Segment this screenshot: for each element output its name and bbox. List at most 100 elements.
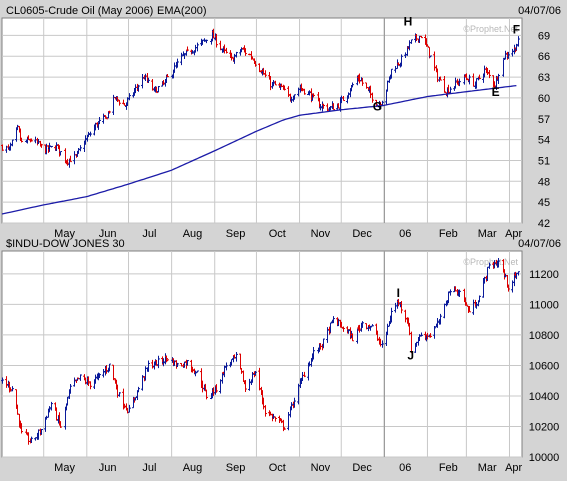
dow-jones-watermark: ©Prophet.Net <box>463 257 518 267</box>
bot-price-bar <box>69 384 72 394</box>
bot-price-bar <box>369 325 372 331</box>
top-x-tick-11: Apr <box>505 228 522 240</box>
dow-jones-price-bars <box>1 257 520 445</box>
bot-price-bar <box>254 370 257 376</box>
bot-y-tick-10400: 10400 <box>529 391 560 403</box>
top-x-tick-9: Feb <box>439 228 458 240</box>
bot-price-bar <box>183 361 186 368</box>
bot-price-bar <box>225 362 228 371</box>
top-price-bar <box>27 135 30 141</box>
bot-x-tick-11: Apr <box>505 462 522 474</box>
dow-jones-x-ticks: May Jun Jul Aug Sep Oct Nov Dec 06 Feb Mar Apr <box>54 462 522 474</box>
bot-price-bar <box>73 377 76 387</box>
bot-price-bar <box>322 338 325 349</box>
bot-price-bar <box>376 330 379 341</box>
top-price-bar <box>301 87 304 92</box>
bot-price-bar <box>59 421 62 428</box>
top-price-bar <box>98 117 101 125</box>
bot-price-bar <box>274 416 277 422</box>
top-price-bar <box>322 103 325 109</box>
dow-jones-y-ticks: 10000 10200 10400 10600 10800 11000 11200 <box>529 269 560 464</box>
top-price-bar <box>410 39 413 44</box>
top-price-bar <box>274 80 277 86</box>
top-price-bar <box>465 73 468 81</box>
top-price-bar <box>369 85 372 98</box>
bot-price-bar <box>50 401 53 411</box>
bot-price-bar <box>397 298 400 307</box>
top-price-bar <box>87 131 90 137</box>
bot-x-tick-9: Feb <box>439 462 458 474</box>
bot-x-tick-5: Oct <box>269 462 286 474</box>
bot-x-tick-8: 06 <box>399 462 411 474</box>
bot-price-bar <box>11 386 14 392</box>
top-price-bar <box>283 85 286 91</box>
bot-price-bar <box>464 297 467 306</box>
top-price-bar <box>48 142 51 152</box>
bot-price-bar <box>191 366 194 373</box>
top-price-bar <box>443 76 446 93</box>
top-price-bar <box>151 78 154 91</box>
top-price-bar <box>272 80 275 87</box>
crude-oil-y-ticks: 42 45 48 51 54 57 60 63 66 69 <box>538 30 550 230</box>
top-price-bar <box>123 103 126 106</box>
bot-x-tick-2: Jul <box>142 462 156 474</box>
top-price-bar <box>162 79 165 86</box>
bot-price-bar <box>9 387 12 392</box>
top-price-bar <box>293 94 296 100</box>
bot-price-bar <box>488 262 491 269</box>
top-price-bar <box>486 68 489 76</box>
top-price-bar <box>105 117 108 120</box>
bot-price-bar <box>326 327 329 343</box>
top-price-bar <box>166 74 169 78</box>
top-price-bar <box>9 142 12 151</box>
bot-price-bar <box>465 302 468 306</box>
crude-oil-annotations: H G E F <box>373 15 520 114</box>
bot-price-bar <box>235 352 238 362</box>
bot-y-tick-10600: 10600 <box>529 360 560 372</box>
bot-price-bar <box>390 307 393 323</box>
top-price-bar <box>303 88 306 95</box>
top-price-bar <box>186 46 189 52</box>
crude-oil-chart-title: CL0605-Crude Oil (May 2006) <box>6 5 153 17</box>
bot-price-bar <box>102 369 105 378</box>
top-price-bar <box>502 59 505 77</box>
bot-annotation-i: I <box>397 286 400 300</box>
top-x-tick-4: Sep <box>226 228 246 240</box>
bot-price-bar <box>258 367 261 391</box>
top-x-tick-7: Dec <box>352 228 372 240</box>
bot-y-tick-10800: 10800 <box>529 330 560 342</box>
top-y-tick-66: 66 <box>538 51 550 63</box>
top-y-tick-57: 57 <box>538 114 550 126</box>
dow-jones-panel: ©Prophet.Net IJ 100001020010400106001080… <box>1 238 561 474</box>
bot-price-bar <box>194 370 197 377</box>
bot-price-bar <box>244 379 247 393</box>
bot-price-bar <box>400 300 403 314</box>
bot-price-bar <box>517 271 520 276</box>
top-price-bar <box>191 50 194 54</box>
top-price-bar <box>223 44 226 54</box>
bot-price-bar <box>186 359 189 366</box>
top-y-tick-63: 63 <box>538 72 550 84</box>
bot-price-bar <box>475 301 478 309</box>
top-price-bar <box>230 52 233 61</box>
top-price-bar <box>11 139 14 147</box>
top-price-bar <box>180 52 183 66</box>
bot-annotation-j: J <box>407 348 414 362</box>
bot-price-bar <box>312 347 315 360</box>
bot-price-bar <box>105 365 108 374</box>
top-price-bar <box>361 77 364 86</box>
bot-price-bar <box>55 407 58 421</box>
top-price-bar <box>458 78 461 87</box>
bot-price-bar <box>196 370 199 373</box>
bot-price-bar <box>420 332 423 337</box>
bot-price-bar <box>98 373 101 379</box>
top-annotation-e: E <box>492 85 500 99</box>
top-price-bar <box>20 137 23 143</box>
top-x-tick-3: Aug <box>183 228 203 240</box>
bot-price-bar <box>215 384 218 393</box>
top-price-bar <box>155 86 158 94</box>
bot-price-bar <box>48 406 51 413</box>
top-price-bar <box>447 84 450 94</box>
top-price-bar <box>326 103 329 112</box>
bot-y-tick-11200: 11200 <box>529 269 559 281</box>
